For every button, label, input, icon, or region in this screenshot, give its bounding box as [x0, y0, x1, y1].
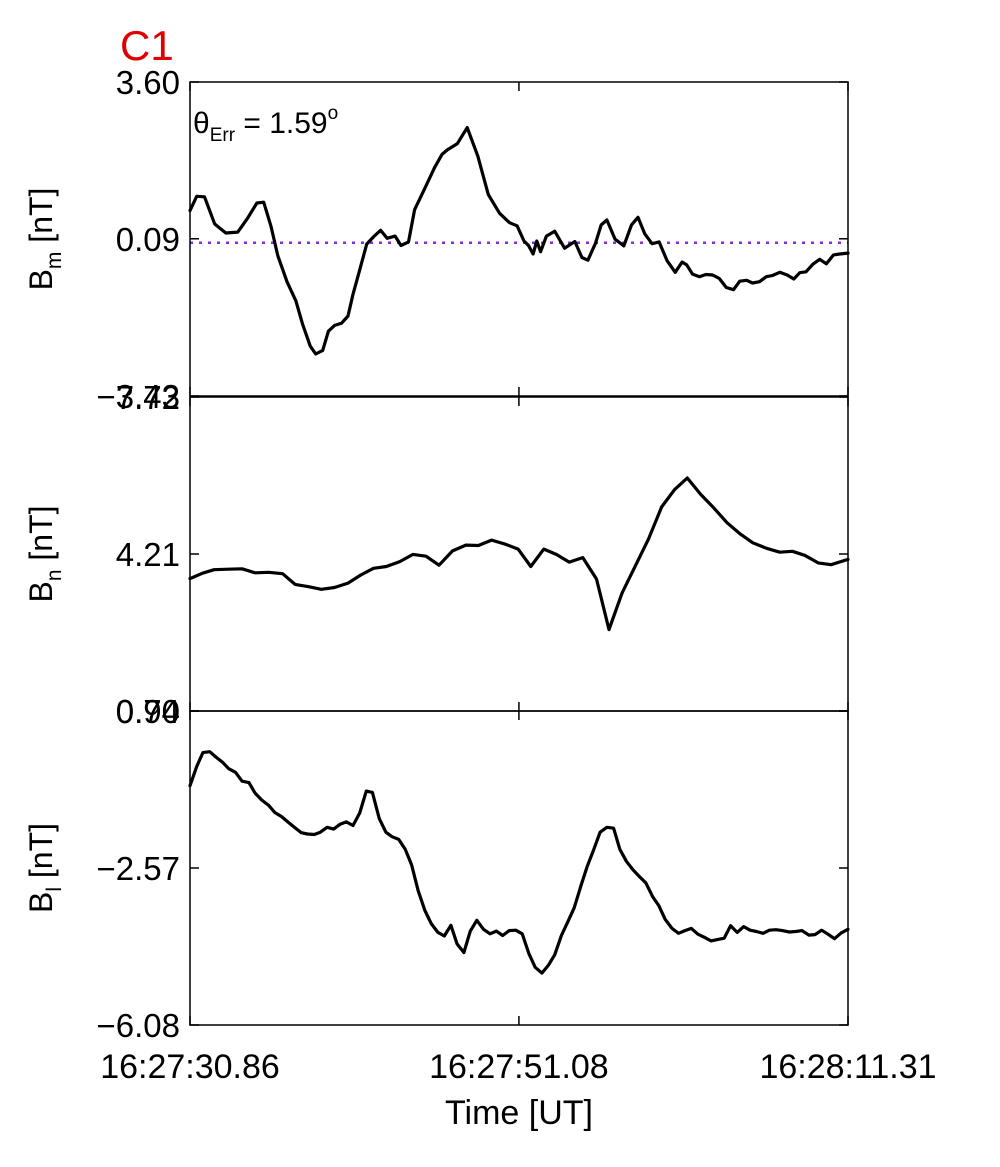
y-axis-label-unit: [nT] [23, 505, 59, 569]
theta-degree: o [328, 103, 339, 124]
y-axis-label-main: B [23, 581, 59, 602]
theta-value: 1.59 [269, 107, 327, 140]
y-tick-label: 3.60 [116, 64, 180, 101]
y-tick-label: 0.70 [116, 693, 180, 730]
x-axis-label: Time [UT] [445, 1094, 593, 1132]
theta-error-annotation: θErr = 1.59o [193, 103, 338, 146]
y-axis-label-unit: [nT] [23, 823, 59, 887]
series-line [188, 126, 850, 356]
spacecraft-label: C1 [120, 22, 174, 69]
theta-subscript: Err [210, 125, 236, 146]
y-axis-label-main: B [23, 269, 59, 290]
y-axis-label: Bm [nT] [23, 188, 66, 291]
y-tick-label: −2.57 [97, 850, 181, 887]
x-tick-label: 16:27:30.86 [100, 1048, 280, 1086]
series-line [188, 750, 850, 975]
y-tick-label: 4.21 [116, 536, 180, 573]
x-tick-label: 16:27:51.08 [429, 1048, 609, 1086]
panel-3: 0.94 −2.57 −6.08 Bl [nT] [23, 693, 850, 1044]
theta-symbol: θ [193, 107, 210, 140]
y-axis-label-subscript: n [43, 569, 66, 581]
y-tick-label: −3.43 [97, 378, 181, 415]
theta-equals: = [235, 107, 269, 140]
y-axis-label-subscript: l [43, 887, 66, 892]
y-axis-label-unit: [nT] [23, 188, 59, 252]
y-tick-label: 0.94 [116, 693, 180, 730]
panel-1: 3.60 0.09 −3.43 Bm [nT] [23, 64, 850, 415]
y-axis-label: Bn [nT] [23, 505, 66, 602]
x-tick-label: 16:28:11.31 [759, 1048, 936, 1086]
y-tick-label: 7.72 [116, 379, 180, 416]
y-axis-label-subscript: m [43, 252, 66, 270]
y-axis-label-main: B [23, 892, 59, 913]
x-tick-labels: 16:27:30.86 16:27:51.08 16:28:11.31 [100, 1048, 936, 1086]
panel-2: 7.72 4.21 0.70 Bn [nT] [23, 379, 850, 730]
series-line [188, 476, 850, 632]
y-axis-label: Bl [nT] [23, 823, 66, 913]
y-tick-label: 0.09 [116, 221, 180, 258]
y-tick-label: −6.08 [97, 1007, 181, 1044]
